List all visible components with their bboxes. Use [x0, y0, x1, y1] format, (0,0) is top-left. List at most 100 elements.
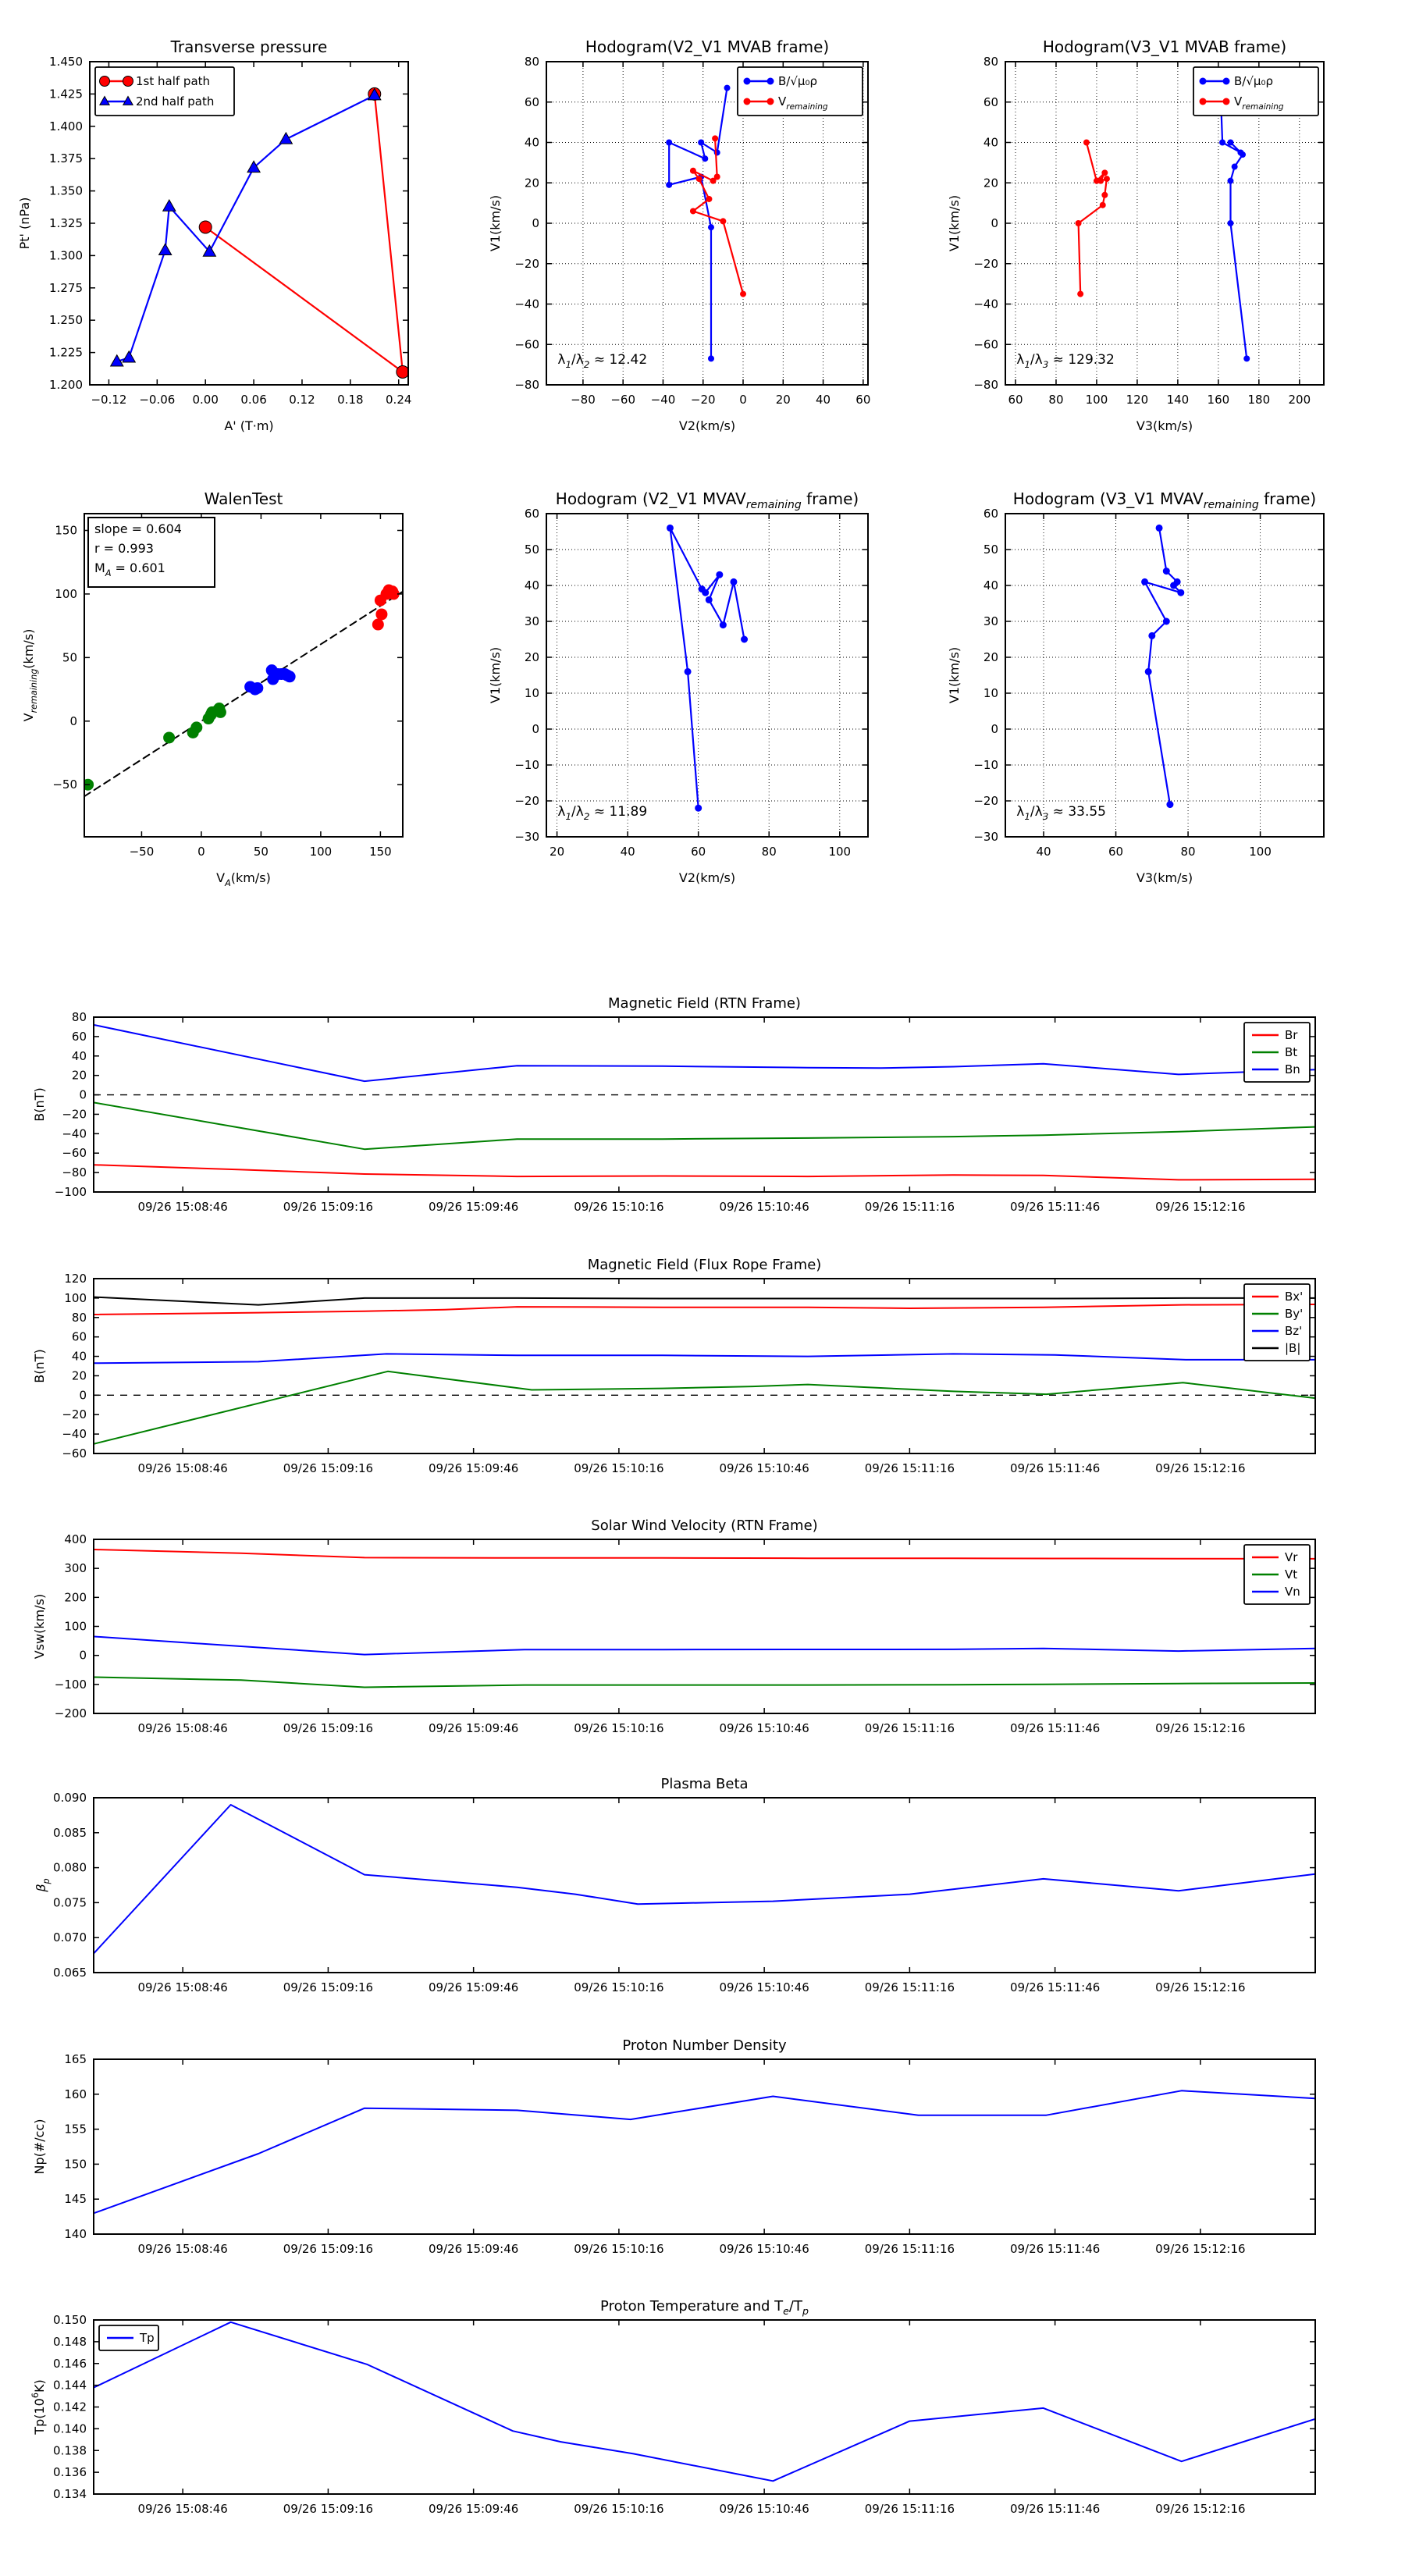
svg-text:0: 0 — [739, 393, 747, 407]
svg-text:V1(km/s): V1(km/s) — [488, 647, 503, 703]
chart-magnetic-field-fluxrope: 09/26 15:08:46 09/26 15:09:16 09/26 15:09:… — [16, 1241, 1405, 1491]
svg-text:09/26 15:10:46: 09/26 15:10:46 — [719, 1461, 809, 1475]
svg-text:Bn: Bn — [1285, 1062, 1300, 1076]
chart-hodogram-v2v1-mvav: 20 40 60 80 100 −30 −20 −10 0 10 20 30 40 50 60 Hodogra… — [468, 476, 968, 945]
svg-text:09/26 15:11:16: 09/26 15:11:16 — [865, 1200, 955, 1214]
svg-text:09/26 15:11:16: 09/26 15:11:16 — [865, 2502, 955, 2516]
svg-text:slope = 0.604: slope = 0.604 — [94, 521, 182, 536]
svg-text:155: 155 — [64, 2122, 87, 2137]
svg-text:60: 60 — [984, 507, 998, 521]
chart-canvas-hodogram-v3v1-mvab: 60 80 100 120 140 160 180 200 −80 −60 −40 −20 0 20 40 6… — [947, 37, 1325, 433]
svg-text:Proton Number Density: Proton Number Density — [622, 2037, 787, 2054]
svg-text:0.146: 0.146 — [53, 2357, 87, 2371]
svg-text:−40: −40 — [651, 393, 676, 407]
svg-text:150: 150 — [369, 845, 392, 859]
svg-text:200: 200 — [1288, 393, 1311, 407]
svg-text:0.06: 0.06 — [240, 393, 266, 407]
svg-text:30: 30 — [984, 614, 998, 628]
svg-text:Pt' (nPa): Pt' (nPa) — [17, 197, 32, 250]
svg-text:40: 40 — [1036, 845, 1051, 859]
svg-text:40: 40 — [525, 136, 539, 150]
svg-text:60: 60 — [1008, 393, 1023, 407]
svg-text:09/26 15:11:16: 09/26 15:11:16 — [865, 1980, 955, 1994]
svg-text:Hodogram(V2_V1 MVAB frame): Hodogram(V2_V1 MVAB frame) — [585, 37, 829, 56]
svg-text:09/26 15:10:16: 09/26 15:10:16 — [574, 1721, 663, 1735]
svg-text:20: 20 — [984, 176, 998, 190]
svg-text:λ1/λ2 ≈ 11.89: λ1/λ2 ≈ 11.89 — [557, 804, 647, 822]
series-fit-line — [84, 590, 403, 798]
svg-text:1.450: 1.450 — [49, 55, 83, 69]
svg-text:09/26 15:10:46: 09/26 15:10:46 — [719, 2502, 809, 2516]
svg-text:09/26 15:10:16: 09/26 15:10:16 — [574, 1200, 663, 1214]
svg-text:50: 50 — [254, 845, 269, 859]
svg-text:−80: −80 — [514, 378, 539, 392]
svg-text:λ1/λ3 ≈ 33.55: λ1/λ3 ≈ 33.55 — [1016, 804, 1106, 822]
svg-text:1.300: 1.300 — [49, 248, 83, 262]
chart-magnetic-field-rtn: 09/26 15:08:46 09/26 15:09:16 09/26 15:09:… — [16, 980, 1405, 1229]
svg-text:−50: −50 — [52, 777, 77, 792]
series-Vn — [94, 1635, 1315, 1656]
svg-text:Vremaining: Vremaining — [778, 94, 828, 112]
svg-text:V1(km/s): V1(km/s) — [947, 195, 962, 251]
svg-text:180: 180 — [1248, 393, 1271, 407]
svg-text:Vremaining(km/s): Vremaining(km/s) — [21, 629, 39, 722]
svg-text:09/26 15:09:46: 09/26 15:09:46 — [429, 1200, 518, 1214]
svg-text:Vsw(km/s): Vsw(km/s) — [32, 1594, 47, 1659]
svg-text:09/26 15:11:46: 09/26 15:11:46 — [1010, 1461, 1100, 1475]
svg-text:20: 20 — [525, 176, 539, 190]
chart-canvas-hodogram-v2v1-mvav: 20 40 60 80 100 −30 −20 −10 0 10 20 30 40 50 60 Hodogra… — [488, 489, 869, 885]
svg-text:09/26 15:11:46: 09/26 15:11:46 — [1010, 2242, 1100, 2256]
svg-text:V1(km/s): V1(km/s) — [488, 195, 503, 251]
svg-text:40: 40 — [816, 393, 831, 407]
svg-text:Hodogram(V3_V1 MVAB frame): Hodogram(V3_V1 MVAB frame) — [1043, 37, 1286, 56]
svg-text:0.134: 0.134 — [53, 2487, 87, 2501]
svg-text:−100: −100 — [55, 1678, 87, 1692]
svg-text:09/26 15:10:16: 09/26 15:10:16 — [574, 1980, 663, 1994]
chart-proton-temperature: 09/26 15:08:46 09/26 15:09:16 09/26 15:09:… — [16, 2283, 1405, 2541]
svg-text:09/26 15:09:16: 09/26 15:09:16 — [283, 1721, 373, 1735]
svg-text:09/26 15:08:46: 09/26 15:08:46 — [137, 1200, 227, 1214]
svg-text:−20: −20 — [973, 257, 998, 271]
svg-text:09/26 15:09:16: 09/26 15:09:16 — [283, 1200, 373, 1214]
svg-text:60: 60 — [525, 507, 539, 521]
svg-text:09/26 15:10:46: 09/26 15:10:46 — [719, 1721, 809, 1735]
svg-text:0.24: 0.24 — [386, 393, 411, 407]
svg-text:−100: −100 — [55, 1185, 87, 1199]
svg-text:140: 140 — [64, 2227, 87, 2241]
svg-text:Solar Wind Velocity (RTN Frame: Solar Wind Velocity (RTN Frame) — [591, 1517, 817, 1534]
svg-text:09/26 15:09:16: 09/26 15:09:16 — [283, 1980, 373, 1994]
svg-text:0: 0 — [991, 722, 998, 736]
svg-text:09/26 15:08:46: 09/26 15:08:46 — [137, 1721, 227, 1735]
chart-hodogram-v2v1-mvab: −80 −60 −40 −20 0 20 40 60 −80 −60 −40 −20 0 20 40 60 80… — [468, 23, 968, 492]
series-Bx' — [94, 1304, 1315, 1315]
svg-text:0.140: 0.140 — [53, 2421, 87, 2435]
svg-text:Hodogram (V2_V1 MVAVremaining: Hodogram (V2_V1 MVAVremaining frame) — [556, 489, 859, 511]
svg-text:09/26 15:12:16: 09/26 15:12:16 — [1155, 2242, 1245, 2256]
svg-text:By': By' — [1285, 1307, 1303, 1321]
svg-text:100: 100 — [1086, 393, 1108, 407]
svg-text:−80: −80 — [62, 1165, 87, 1179]
svg-text:09/26 15:11:46: 09/26 15:11:46 — [1010, 1980, 1100, 1994]
legend: Bx' By' Bz' |B| — [1243, 1283, 1311, 1361]
svg-text:300: 300 — [64, 1561, 87, 1575]
svg-text:−40: −40 — [973, 297, 998, 311]
svg-text:40: 40 — [621, 845, 635, 859]
svg-text:B(nT): B(nT) — [32, 1349, 47, 1382]
svg-text:100: 100 — [310, 845, 333, 859]
svg-text:Hodogram (V3_V1 MVAVremaining: Hodogram (V3_V1 MVAVremaining frame) — [1013, 489, 1316, 511]
svg-text:165: 165 — [64, 2052, 87, 2066]
series-By' — [94, 1370, 1315, 1445]
legend: B/√μ₀ρ Vremaining — [1193, 66, 1319, 116]
svg-text:40: 40 — [984, 136, 998, 150]
svg-text:0: 0 — [197, 845, 205, 859]
svg-text:80: 80 — [984, 55, 998, 69]
chart-canvas-vsw-rtn: 09/26 15:08:46 09/26 15:09:16 09/26 15:09:… — [32, 1517, 1316, 1735]
series-Bn — [94, 1024, 1315, 1083]
svg-text:09/26 15:09:46: 09/26 15:09:46 — [429, 1721, 518, 1735]
svg-text:60: 60 — [1108, 845, 1123, 859]
svg-text:B/√μ₀ρ: B/√μ₀ρ — [1234, 74, 1273, 88]
svg-text:09/26 15:09:46: 09/26 15:09:46 — [429, 1461, 518, 1475]
svg-text:09/26 15:08:46: 09/26 15:08:46 — [137, 2242, 227, 2256]
series-1st half path — [205, 93, 404, 373]
series-beta_p — [94, 1804, 1315, 1954]
